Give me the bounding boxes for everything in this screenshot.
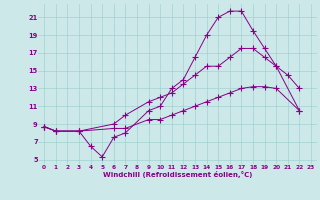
X-axis label: Windchill (Refroidissement éolien,°C): Windchill (Refroidissement éolien,°C) <box>103 171 252 178</box>
